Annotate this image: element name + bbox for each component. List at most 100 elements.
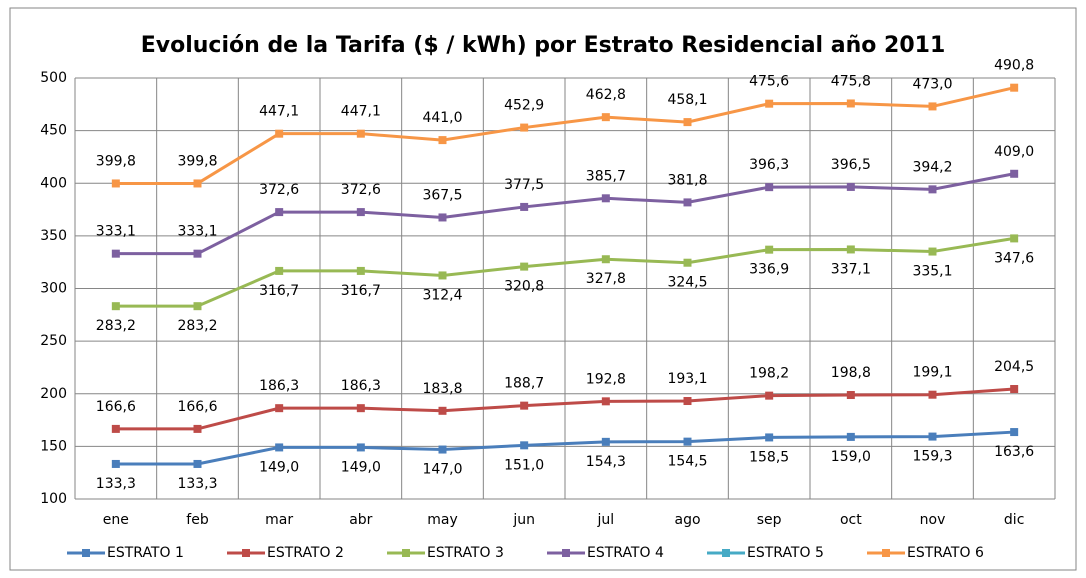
point-marker — [520, 441, 529, 450]
data-label: 458,1 — [667, 92, 707, 108]
y-tick-label: 450 — [40, 123, 67, 139]
data-label: 151,0 — [504, 457, 544, 473]
point-marker — [601, 194, 610, 203]
data-label: 347,6 — [994, 250, 1034, 266]
x-tick-label: sep — [757, 512, 782, 528]
point-marker — [356, 208, 365, 217]
data-label: 198,8 — [831, 365, 871, 381]
point-marker — [1010, 234, 1019, 243]
legend-marker — [402, 549, 410, 557]
point-marker — [765, 99, 774, 108]
point-marker — [275, 404, 284, 413]
series-line — [115, 86, 1015, 185]
series-line — [115, 430, 1015, 466]
point-marker — [520, 262, 529, 271]
point-marker — [601, 437, 610, 446]
point-marker — [111, 424, 120, 433]
data-label: 475,6 — [749, 74, 789, 90]
data-label: 475,8 — [831, 73, 871, 89]
point-marker — [683, 397, 692, 406]
data-label: 490,8 — [994, 58, 1034, 74]
legend-label: ESTRATO 4 — [587, 545, 664, 561]
y-tick-label: 100 — [40, 491, 67, 507]
data-label: 377,5 — [504, 177, 544, 193]
legend-marker — [242, 549, 250, 557]
point-marker — [193, 459, 202, 468]
point-marker — [765, 433, 774, 442]
data-label: 186,3 — [259, 378, 299, 394]
data-label: 394,2 — [912, 159, 952, 175]
point-marker — [765, 391, 774, 400]
point-marker — [193, 249, 202, 258]
data-label: 188,7 — [504, 376, 544, 392]
legend-label: ESTRATO 5 — [747, 545, 824, 561]
point-marker — [438, 213, 447, 222]
point-marker — [520, 202, 529, 211]
point-marker — [1010, 83, 1019, 92]
data-label: 159,0 — [831, 449, 871, 465]
data-label: 133,3 — [177, 476, 217, 492]
point-marker — [846, 245, 855, 254]
point-marker — [111, 459, 120, 468]
x-tick-label: dic — [1004, 512, 1024, 528]
data-label: 409,0 — [994, 144, 1034, 160]
data-label: 335,1 — [912, 264, 952, 280]
x-tick-label: jul — [597, 512, 615, 528]
point-marker — [275, 129, 284, 138]
data-label: 333,1 — [177, 224, 217, 240]
point-marker — [765, 183, 774, 192]
y-tick-label: 200 — [40, 386, 67, 402]
point-marker — [111, 249, 120, 258]
data-label: 367,5 — [422, 187, 462, 203]
data-label: 316,7 — [259, 283, 299, 299]
data-label: 283,2 — [177, 318, 217, 334]
data-label: 159,3 — [912, 449, 952, 465]
legend-label: ESTRATO 1 — [107, 545, 184, 561]
y-tick-label: 300 — [40, 281, 67, 297]
data-label: 372,6 — [259, 182, 299, 198]
data-label: 452,9 — [504, 98, 544, 114]
point-marker — [438, 136, 447, 145]
point-marker — [683, 258, 692, 267]
point-marker — [356, 443, 365, 452]
x-tick-label: ene — [103, 512, 129, 528]
legend-label: ESTRATO 3 — [427, 545, 504, 561]
point-marker — [1010, 385, 1019, 394]
point-marker — [275, 266, 284, 275]
series-line — [115, 236, 1015, 308]
data-label: 396,3 — [749, 157, 789, 173]
x-tick-label: abr — [349, 512, 372, 528]
data-label: 186,3 — [341, 378, 381, 394]
data-label: 399,8 — [177, 153, 217, 169]
data-label: 441,0 — [422, 110, 462, 126]
data-label: 133,3 — [96, 476, 136, 492]
point-marker — [193, 424, 202, 433]
data-label: 447,1 — [341, 104, 381, 120]
data-label: 381,8 — [667, 172, 707, 188]
point-marker — [356, 266, 365, 275]
data-label: 447,1 — [259, 104, 299, 120]
data-label: 147,0 — [422, 462, 462, 478]
legend-marker — [722, 549, 730, 557]
data-label: 320,8 — [504, 279, 544, 295]
point-marker — [520, 123, 529, 132]
data-label: 283,2 — [96, 318, 136, 334]
x-tick-label: feb — [186, 512, 209, 528]
data-label: 337,1 — [831, 261, 871, 277]
data-label: 333,1 — [96, 224, 136, 240]
x-tick-label: mar — [265, 512, 293, 528]
point-marker — [356, 404, 365, 413]
data-label: 324,5 — [667, 275, 707, 291]
point-marker — [193, 179, 202, 188]
point-marker — [683, 198, 692, 207]
data-label: 149,0 — [341, 459, 381, 475]
legend-label: ESTRATO 2 — [267, 545, 344, 561]
data-label: 396,5 — [831, 157, 871, 173]
data-label: 327,8 — [586, 271, 626, 287]
point-marker — [928, 247, 937, 256]
legend-marker — [562, 549, 570, 557]
point-marker — [438, 445, 447, 454]
point-marker — [846, 391, 855, 400]
point-marker — [520, 401, 529, 410]
